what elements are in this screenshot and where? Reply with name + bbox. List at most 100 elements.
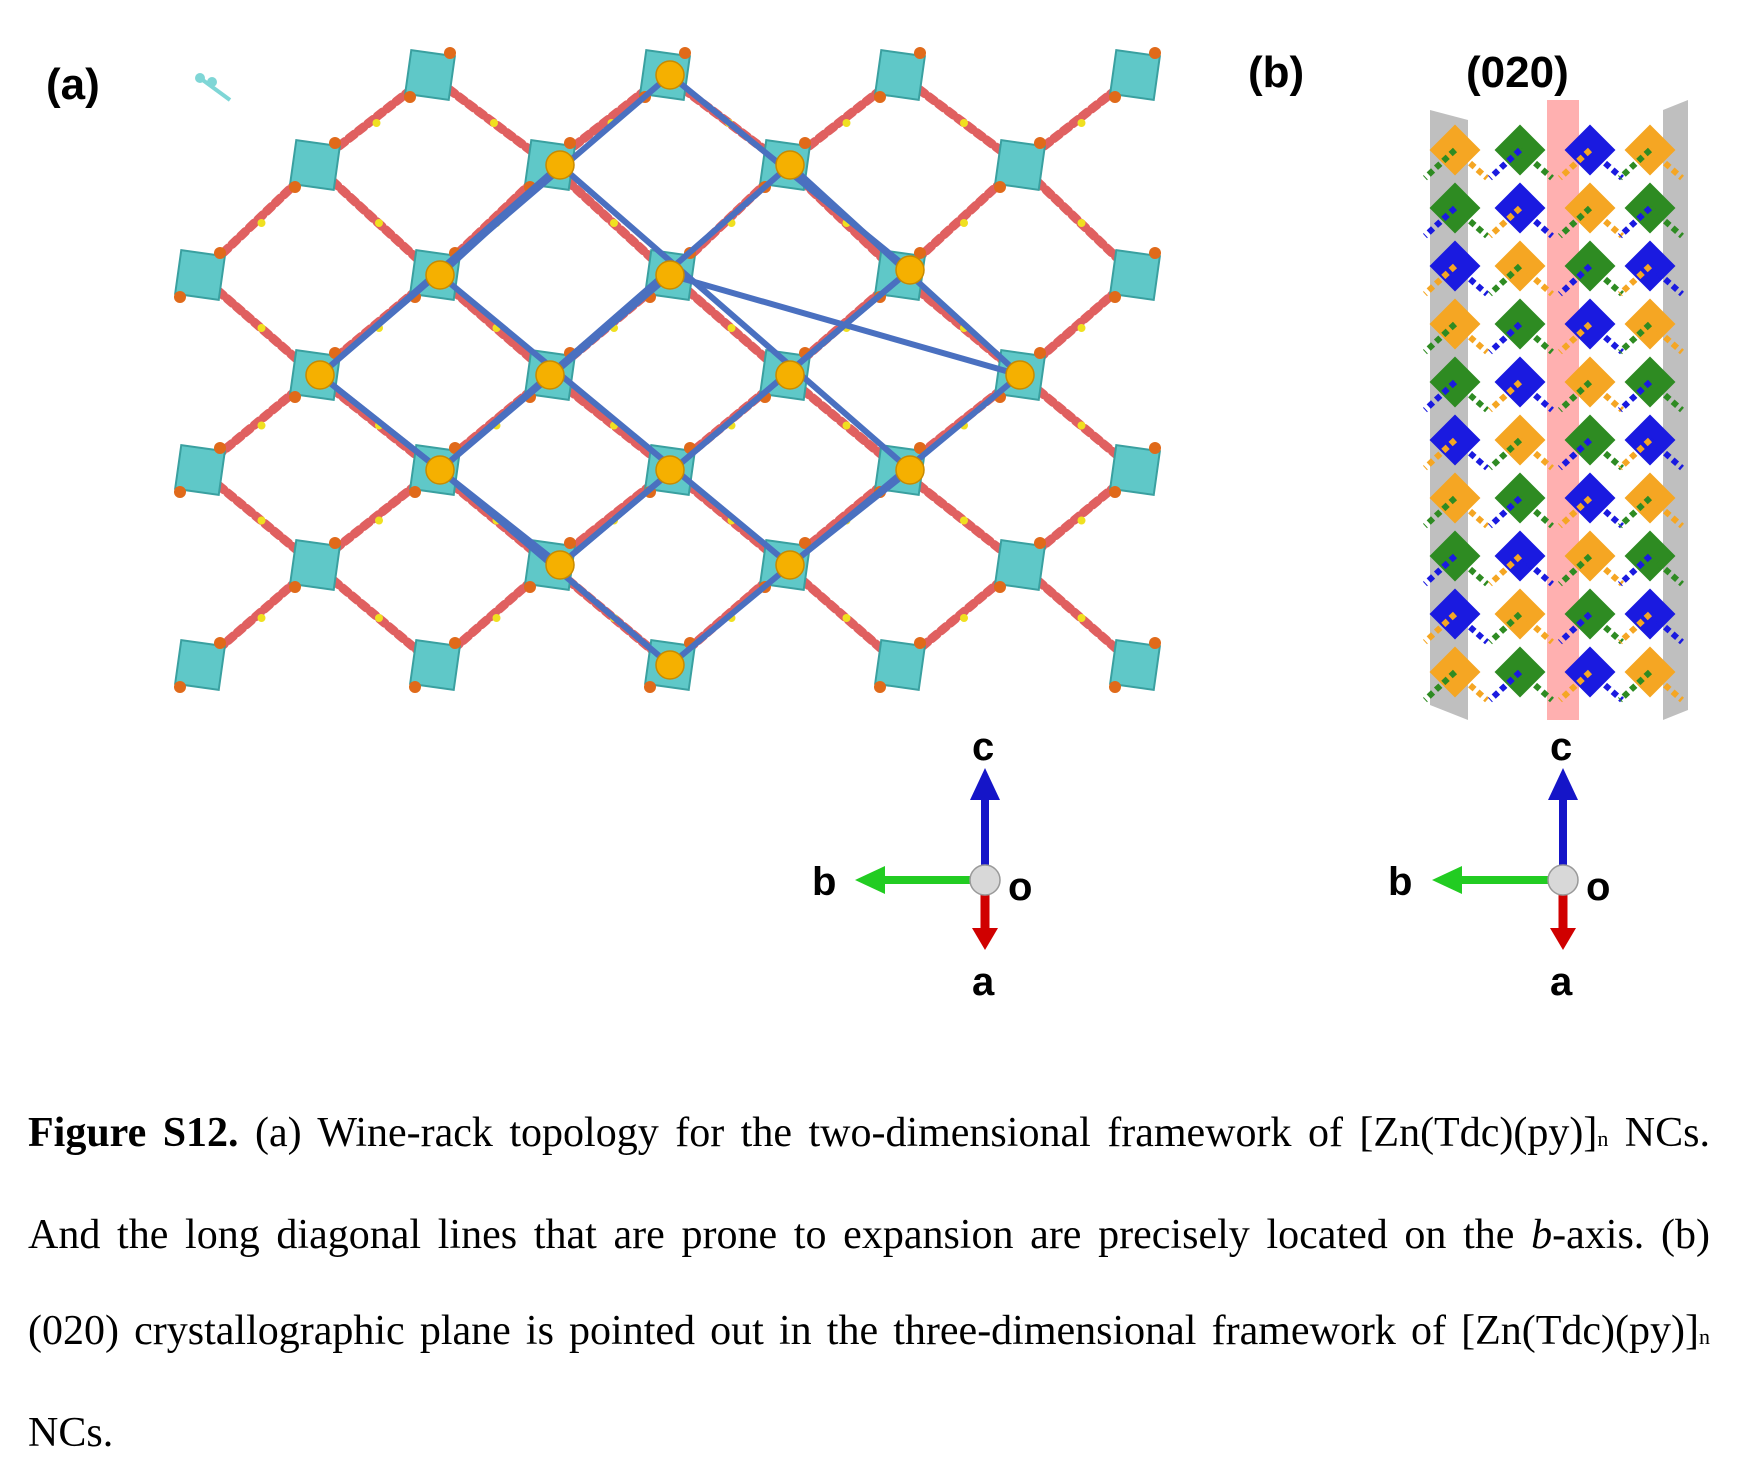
topology-node <box>545 150 575 180</box>
zn-polyhedron <box>1109 639 1161 691</box>
caption-subscript-2: n <box>1699 1324 1710 1349</box>
linker <box>1557 437 1593 471</box>
linker <box>1487 263 1523 297</box>
oxygen-atom <box>174 681 186 693</box>
linker <box>1557 321 1593 355</box>
linker <box>1422 263 1458 297</box>
linker <box>1487 379 1523 413</box>
linker <box>1648 553 1684 587</box>
linker <box>1422 495 1458 529</box>
sulfur-atom <box>257 324 266 332</box>
linker <box>1518 611 1554 645</box>
linker <box>1487 669 1523 703</box>
topology-node <box>775 360 805 390</box>
sulfur-atom <box>1077 614 1086 622</box>
linker <box>1422 379 1458 413</box>
sulfur-atom <box>257 614 266 622</box>
caption-text-4: NCs. <box>28 1410 114 1456</box>
linker <box>1487 321 1523 355</box>
axes-indicator-b: c b o a <box>1388 725 1610 1004</box>
linker <box>1557 495 1593 529</box>
three-dimensional-framework <box>1422 100 1688 720</box>
zn-polyhedron <box>874 639 926 691</box>
linker <box>1648 205 1684 239</box>
figure-graphic: c b o a c b o a <box>174 47 1688 1004</box>
topology-node <box>425 260 455 290</box>
zn-polyhedron <box>174 444 226 496</box>
oxygen-atom <box>679 47 691 59</box>
oxygen-atom <box>564 137 576 149</box>
oxygen-atom <box>799 537 811 549</box>
sulfur-atom <box>375 516 383 525</box>
sulfur-atom <box>1077 119 1086 127</box>
linker <box>1518 147 1554 181</box>
zn-polyhedron <box>289 539 341 591</box>
linker <box>1617 379 1653 413</box>
oxygen-atom <box>289 181 301 193</box>
linker <box>1588 205 1624 239</box>
py-atom <box>195 73 205 83</box>
panel-a-label: (a) <box>46 60 100 109</box>
linker <box>1422 321 1458 355</box>
linker <box>1648 321 1684 355</box>
oxygen-atom <box>1109 486 1121 498</box>
linker <box>1617 611 1653 645</box>
zn-polyhedron <box>289 139 341 191</box>
axis-c-label: c <box>972 725 994 769</box>
topology-node <box>655 260 685 290</box>
linker <box>1453 263 1489 297</box>
oxygen-atom <box>1109 681 1121 693</box>
linker <box>1422 205 1458 239</box>
linker <box>1557 379 1593 413</box>
oxygen-atom <box>1034 347 1046 359</box>
oxygen-atom <box>914 637 926 649</box>
linker <box>1557 669 1593 703</box>
linker <box>1453 205 1489 239</box>
oxygen-atom <box>799 137 811 149</box>
oxygen-atom <box>914 47 926 59</box>
caption-label: Figure S12. <box>28 1110 239 1156</box>
oxygen-atom <box>289 581 301 593</box>
linker <box>1518 321 1554 355</box>
zn-polyhedron <box>409 639 461 691</box>
linker <box>1453 321 1489 355</box>
sulfur-atom <box>842 614 851 622</box>
caption-text-3: -axis. (b) (020) crystallographic plane … <box>28 1212 1710 1354</box>
sulfur-atom <box>257 219 266 227</box>
sulfur-atom <box>492 614 501 622</box>
linker <box>1518 437 1554 471</box>
zn-polyhedron <box>874 49 926 101</box>
sulfur-atom <box>960 516 968 525</box>
topology-node <box>655 455 685 485</box>
linker <box>1557 611 1593 645</box>
oxygen-atom <box>214 637 226 649</box>
wine-rack-framework <box>174 47 1161 693</box>
linker <box>1648 495 1684 529</box>
oxygen-atom <box>404 91 416 103</box>
linker <box>1648 147 1684 181</box>
oxygen-atom <box>1109 91 1121 103</box>
topology-node <box>895 255 925 285</box>
sulfur-atom <box>1077 219 1086 227</box>
topology-node <box>895 455 925 485</box>
linker <box>1588 147 1624 181</box>
linker <box>1518 263 1554 297</box>
linker <box>1487 553 1523 587</box>
oxygen-atom <box>874 681 886 693</box>
linker <box>1617 263 1653 297</box>
topology-node <box>1005 360 1035 390</box>
oxygen-atom <box>409 486 421 498</box>
oxygen-atom <box>214 442 226 454</box>
zn-polyhedron <box>1109 444 1161 496</box>
oxygen-atom <box>444 47 456 59</box>
oxygen-atom <box>289 391 301 403</box>
linker <box>1588 321 1624 355</box>
linker <box>1453 437 1489 471</box>
zn-polyhedron <box>174 249 226 301</box>
oxygen-atom <box>1034 137 1046 149</box>
axis-o-label: o <box>1008 865 1032 909</box>
linker <box>1648 263 1684 297</box>
topology-line <box>438 272 792 568</box>
oxygen-atom <box>449 637 461 649</box>
sulfur-atom <box>372 119 381 127</box>
